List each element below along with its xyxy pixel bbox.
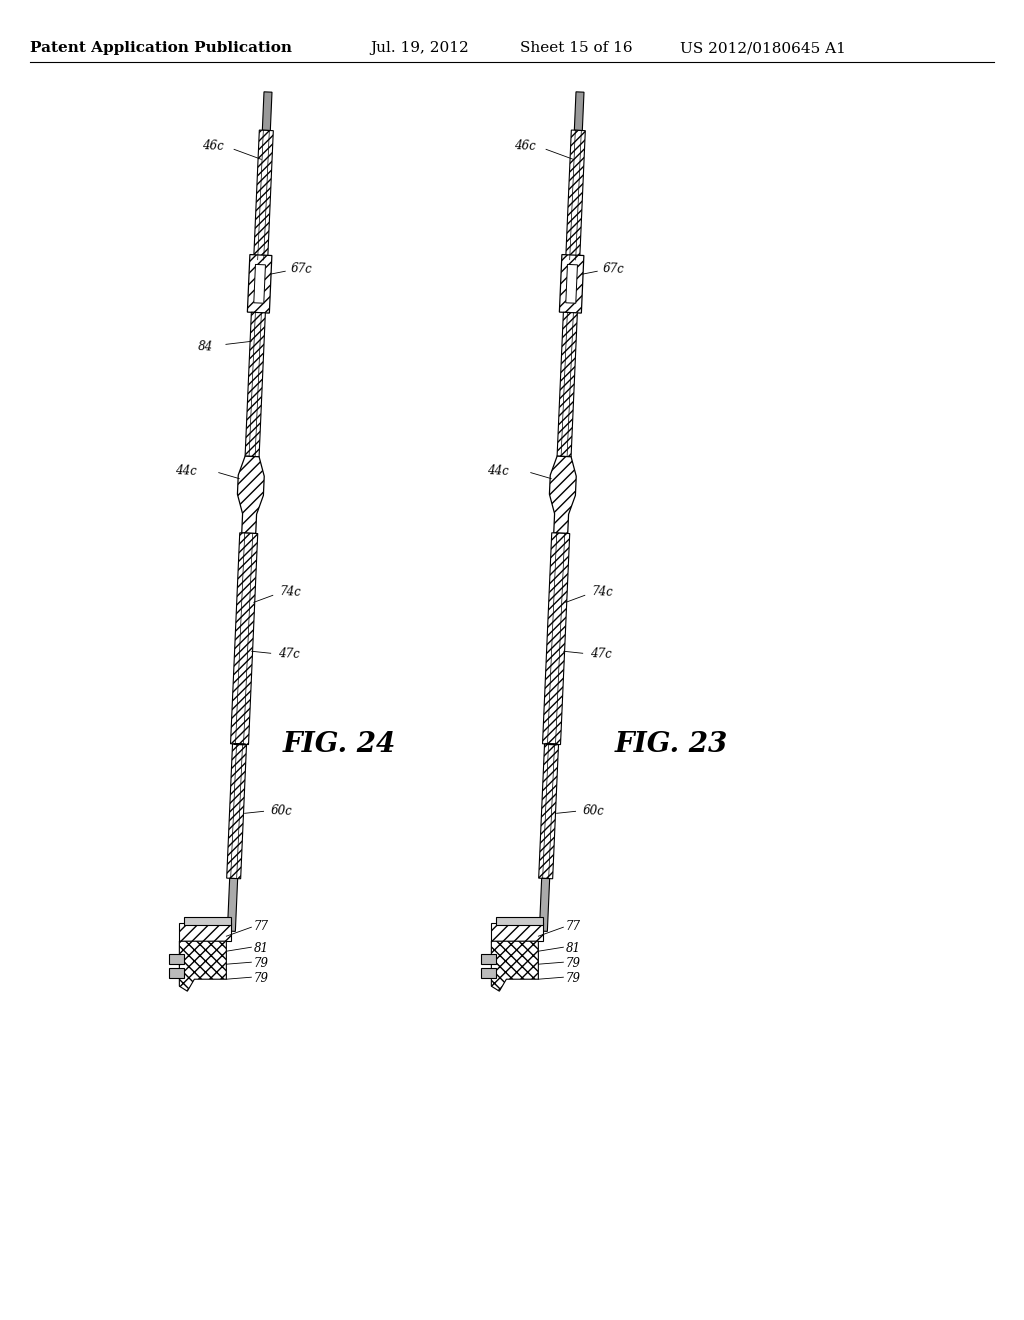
Bar <box>169 954 184 964</box>
Polygon shape <box>550 457 577 533</box>
Text: 67c: 67c <box>291 263 313 276</box>
Polygon shape <box>540 878 550 932</box>
Bar <box>481 968 497 978</box>
Polygon shape <box>179 941 226 991</box>
Text: 81: 81 <box>565 941 581 954</box>
Text: 46c: 46c <box>514 140 537 153</box>
Polygon shape <box>227 878 238 932</box>
Text: FIG. 24: FIG. 24 <box>283 731 396 758</box>
Text: 81: 81 <box>253 941 268 954</box>
Text: 74c: 74c <box>592 585 614 599</box>
Bar <box>169 968 184 978</box>
Polygon shape <box>566 264 578 304</box>
Text: 79: 79 <box>565 957 581 970</box>
Polygon shape <box>230 533 258 744</box>
Text: Sheet 15 of 16: Sheet 15 of 16 <box>520 41 633 55</box>
Bar <box>179 923 231 941</box>
Polygon shape <box>245 313 265 457</box>
Polygon shape <box>262 92 272 131</box>
Polygon shape <box>557 313 578 457</box>
Polygon shape <box>574 92 584 131</box>
Polygon shape <box>539 744 558 879</box>
Text: 60c: 60c <box>583 804 605 818</box>
Polygon shape <box>254 264 265 304</box>
Polygon shape <box>254 131 273 260</box>
Text: Patent Application Publication: Patent Application Publication <box>30 41 292 55</box>
Text: 79: 79 <box>253 957 268 970</box>
Bar <box>492 923 544 941</box>
Bar <box>481 954 497 964</box>
Polygon shape <box>238 457 264 533</box>
Polygon shape <box>492 941 539 991</box>
Text: 67c: 67c <box>603 263 625 276</box>
Text: 79: 79 <box>253 972 268 985</box>
Bar <box>184 917 231 925</box>
Text: 44c: 44c <box>487 463 509 478</box>
Polygon shape <box>543 533 569 744</box>
Text: 79: 79 <box>565 972 581 985</box>
Text: US 2012/0180645 A1: US 2012/0180645 A1 <box>680 41 846 55</box>
Bar <box>497 917 544 925</box>
Text: 77: 77 <box>565 920 581 933</box>
Text: 84: 84 <box>198 339 213 354</box>
Text: 77: 77 <box>253 920 268 933</box>
Text: 46c: 46c <box>202 140 224 153</box>
Polygon shape <box>565 131 586 260</box>
Text: 47c: 47c <box>278 647 300 661</box>
Polygon shape <box>248 255 271 313</box>
Polygon shape <box>226 744 247 879</box>
Text: FIG. 23: FIG. 23 <box>614 731 728 758</box>
Text: 60c: 60c <box>270 804 293 818</box>
Polygon shape <box>559 255 584 313</box>
Text: Jul. 19, 2012: Jul. 19, 2012 <box>370 41 469 55</box>
Text: 47c: 47c <box>590 647 611 661</box>
Text: 44c: 44c <box>175 463 198 478</box>
Text: 74c: 74c <box>280 585 302 599</box>
